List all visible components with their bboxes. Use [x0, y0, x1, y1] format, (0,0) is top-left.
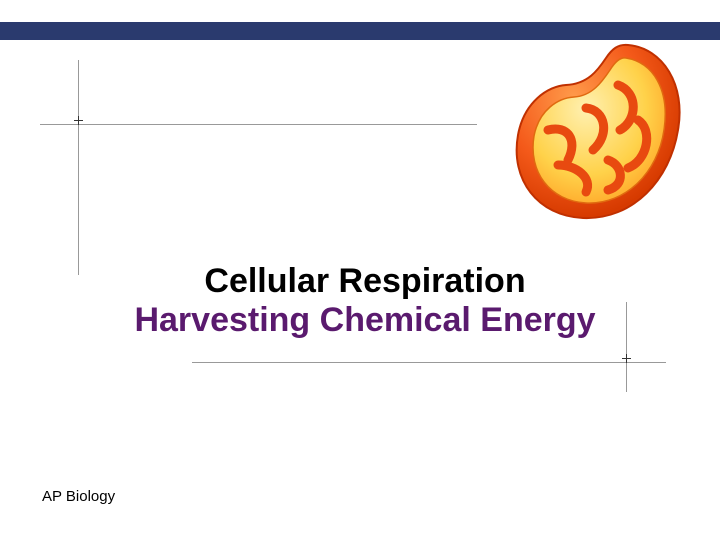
footer-text: AP Biology	[42, 488, 115, 505]
decoration-cross	[78, 116, 79, 125]
decoration-line	[78, 60, 79, 275]
decoration-cross	[626, 354, 627, 363]
title-line-2: Harvesting Chemical Energy	[60, 301, 670, 340]
title-line-1: Cellular Respiration	[60, 262, 670, 301]
decoration-line	[192, 362, 666, 363]
decoration-line	[40, 124, 477, 125]
mitochondrion-icon	[498, 30, 688, 230]
slide-title: Cellular Respiration Harvesting Chemical…	[60, 262, 670, 340]
